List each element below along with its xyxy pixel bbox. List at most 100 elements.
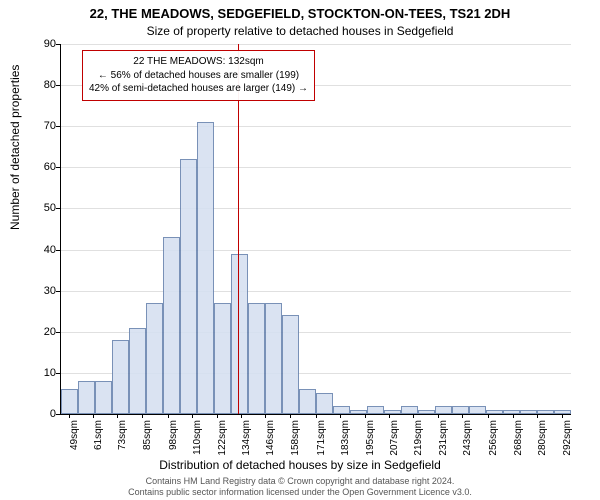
x-tick-mark <box>117 414 118 418</box>
histogram-bar <box>469 406 486 414</box>
y-axis-label: Number of detached properties <box>8 65 22 230</box>
x-tick-label: 146sqm <box>265 420 276 460</box>
y-tick-mark <box>56 85 60 86</box>
y-tick-mark <box>56 126 60 127</box>
annotation-line1: 22 THE MEADOWS: 132sqm <box>133 56 263 67</box>
y-tick-mark <box>56 208 60 209</box>
x-tick-label: 280sqm <box>537 420 548 460</box>
histogram-bar <box>61 389 78 414</box>
y-tick-label: 40 <box>32 244 56 256</box>
y-tick-label: 30 <box>32 285 56 297</box>
annotation-line3: 42% of semi-detached houses are larger (… <box>89 83 308 94</box>
histogram-bar <box>180 159 197 414</box>
histogram-bar <box>418 410 435 414</box>
x-tick-mark <box>265 414 266 418</box>
x-tick-label: 61sqm <box>93 420 104 460</box>
x-tick-label: 243sqm <box>462 420 473 460</box>
histogram-bar <box>282 315 299 414</box>
histogram-bar <box>435 406 452 414</box>
y-tick-mark <box>56 414 60 415</box>
annotation-line2: ← 56% of detached houses are smaller (19… <box>98 70 299 81</box>
histogram-bar <box>367 406 384 414</box>
x-tick-mark <box>142 414 143 418</box>
histogram-bar <box>299 389 316 414</box>
histogram-bar <box>163 237 180 414</box>
footer-line1: Contains HM Land Registry data © Crown c… <box>146 476 455 486</box>
x-tick-mark <box>168 414 169 418</box>
y-tick-label: 50 <box>32 202 56 214</box>
x-tick-label: 49sqm <box>69 420 80 460</box>
x-tick-mark <box>192 414 193 418</box>
x-tick-mark <box>488 414 489 418</box>
x-tick-label: 85sqm <box>142 420 153 460</box>
histogram-bar <box>248 303 265 414</box>
x-tick-mark <box>69 414 70 418</box>
x-tick-label: 110sqm <box>192 420 203 460</box>
grid-line <box>61 208 571 209</box>
x-axis-label: Distribution of detached houses by size … <box>0 458 600 472</box>
x-tick-mark <box>389 414 390 418</box>
histogram-bar <box>316 393 333 414</box>
y-tick-label: 0 <box>32 408 56 420</box>
y-tick-mark <box>56 291 60 292</box>
y-tick-mark <box>56 167 60 168</box>
x-tick-mark <box>413 414 414 418</box>
x-tick-label: 195sqm <box>365 420 376 460</box>
x-tick-label: 122sqm <box>217 420 228 460</box>
y-tick-mark <box>56 44 60 45</box>
histogram-bar <box>452 406 469 414</box>
x-tick-mark <box>438 414 439 418</box>
x-tick-mark <box>340 414 341 418</box>
y-tick-mark <box>56 250 60 251</box>
histogram-bar <box>503 410 520 414</box>
grid-line <box>61 44 571 45</box>
histogram-bar <box>231 254 248 414</box>
x-tick-mark <box>290 414 291 418</box>
histogram-bar <box>265 303 282 414</box>
x-tick-label: 171sqm <box>316 420 327 460</box>
y-tick-label: 20 <box>32 326 56 338</box>
histogram-bar <box>537 410 554 414</box>
histogram-bar <box>112 340 129 414</box>
y-tick-mark <box>56 373 60 374</box>
histogram-bar <box>214 303 231 414</box>
chart-container: 22, THE MEADOWS, SEDGEFIELD, STOCKTON-ON… <box>0 0 600 500</box>
chart-title-sub: Size of property relative to detached ho… <box>0 24 600 38</box>
x-tick-label: 231sqm <box>438 420 449 460</box>
x-tick-mark <box>93 414 94 418</box>
x-tick-label: 268sqm <box>513 420 524 460</box>
histogram-bar <box>333 406 350 414</box>
histogram-bar <box>95 381 112 414</box>
x-tick-mark <box>462 414 463 418</box>
y-tick-label: 10 <box>32 367 56 379</box>
y-tick-mark <box>56 332 60 333</box>
x-tick-label: 134sqm <box>241 420 252 460</box>
histogram-bar <box>197 122 214 414</box>
y-tick-label: 70 <box>32 120 56 132</box>
x-tick-mark <box>513 414 514 418</box>
grid-line <box>61 250 571 251</box>
x-tick-mark <box>217 414 218 418</box>
footer-attribution: Contains HM Land Registry data © Crown c… <box>20 476 580 498</box>
histogram-bar <box>146 303 163 414</box>
x-tick-label: 73sqm <box>117 420 128 460</box>
x-tick-mark <box>537 414 538 418</box>
histogram-bar <box>78 381 95 414</box>
x-tick-label: 292sqm <box>562 420 573 460</box>
grid-line <box>61 291 571 292</box>
x-tick-label: 98sqm <box>168 420 179 460</box>
y-tick-label: 60 <box>32 161 56 173</box>
y-tick-label: 90 <box>32 38 56 50</box>
histogram-bar <box>384 410 401 414</box>
footer-line2: Contains public sector information licen… <box>128 487 472 497</box>
y-tick-label: 80 <box>32 79 56 91</box>
x-tick-label: 219sqm <box>413 420 424 460</box>
x-tick-label: 256sqm <box>488 420 499 460</box>
histogram-bar <box>520 410 537 414</box>
x-tick-label: 158sqm <box>290 420 301 460</box>
histogram-bar <box>401 406 418 414</box>
x-tick-mark <box>562 414 563 418</box>
x-tick-mark <box>365 414 366 418</box>
x-tick-label: 183sqm <box>340 420 351 460</box>
x-tick-label: 207sqm <box>389 420 400 460</box>
